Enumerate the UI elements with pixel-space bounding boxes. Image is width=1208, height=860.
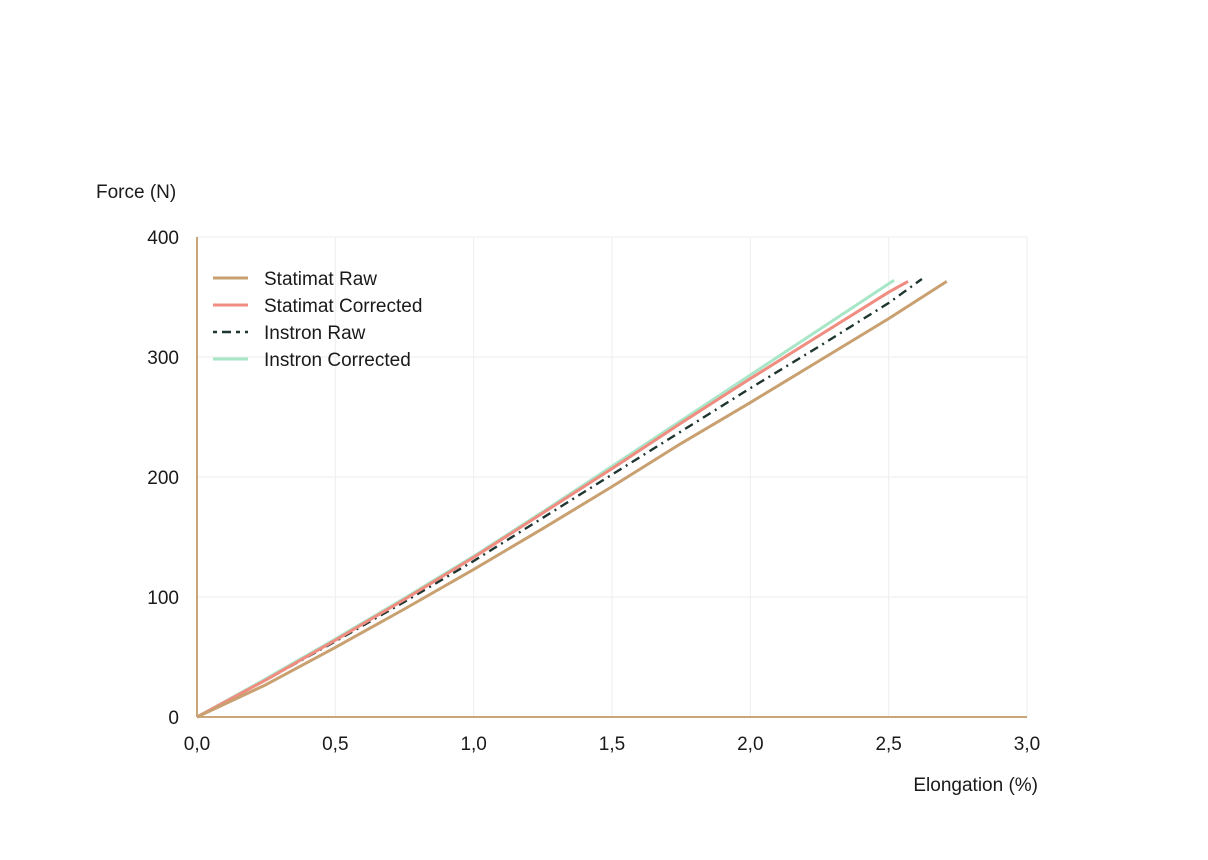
y-tick-label: 100 [147, 588, 179, 609]
series-lines [196, 278, 948, 719]
x-tick-label: 3,0 [1014, 734, 1040, 755]
legend-label: Statimat Corrected [264, 296, 422, 317]
y-axis-title: Force (N) [96, 182, 176, 203]
y-tick-label: 400 [147, 228, 179, 249]
y-tick-label: 200 [147, 468, 179, 489]
y-tick-label: 0 [168, 708, 179, 729]
x-tick-label: 0,5 [322, 734, 348, 755]
series-line-instron-corrected [196, 278, 896, 719]
x-axis-title: Elongation (%) [913, 775, 1038, 796]
legend-item: Instron Raw [213, 323, 366, 344]
legend: Statimat Raw Statimat Corrected Instron Ra… [213, 269, 422, 371]
x-tick-label: 0,0 [184, 734, 210, 755]
legend-item: Instron Corrected [213, 350, 411, 371]
grid [197, 236, 1028, 717]
series-line-statimat-raw [196, 280, 948, 719]
legend-label: Statimat Raw [264, 269, 377, 290]
x-tick-label: 2,5 [875, 734, 901, 755]
x-tick-label: 2,0 [737, 734, 763, 755]
axes: 0,0 0,5 1,0 1,5 2,0 2,5 3,0 0 100 200 300 400 [147, 228, 1040, 755]
legend-label: Instron Corrected [264, 350, 411, 371]
x-tick-label: 1,0 [460, 734, 486, 755]
series-line-instron-raw [196, 278, 923, 719]
legend-label: Instron Raw [264, 323, 366, 344]
legend-item: Statimat Corrected [213, 296, 422, 317]
y-tick-label: 300 [147, 348, 179, 369]
series-line-statimat-corrected [196, 280, 909, 719]
legend-item: Statimat Raw [213, 269, 377, 290]
x-tick-label: 1,5 [599, 734, 625, 755]
